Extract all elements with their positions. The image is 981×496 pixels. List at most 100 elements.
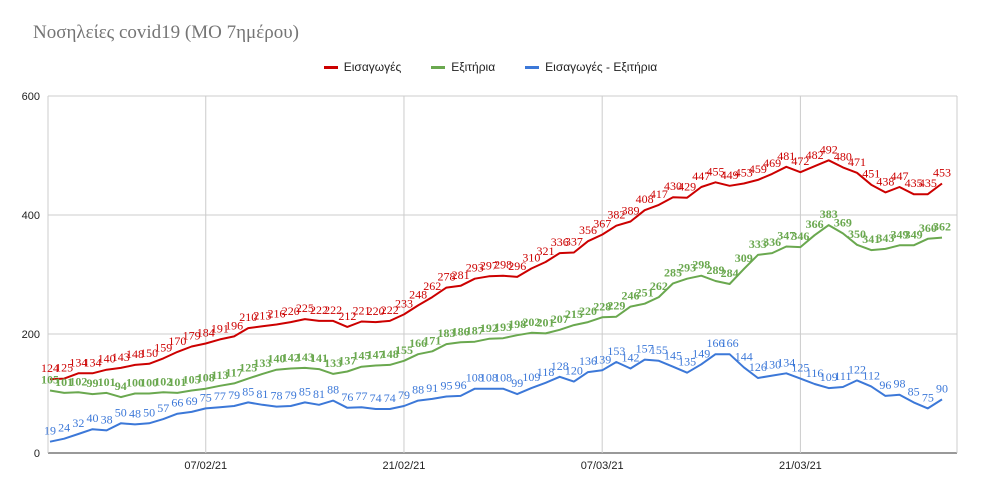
data-label: 136: [579, 354, 597, 368]
data-label: 135: [678, 355, 696, 369]
data-label: 118: [537, 365, 555, 379]
data-label: 472: [791, 154, 809, 168]
y-tick-label: 200: [22, 329, 40, 341]
data-label: 356: [579, 223, 597, 237]
data-label: 447: [692, 169, 710, 183]
x-tick-label: 07/02/21: [184, 460, 227, 472]
data-label: 108: [197, 371, 215, 385]
data-label: 74: [370, 391, 382, 405]
data-label: 134: [777, 355, 795, 369]
data-label: 88: [327, 383, 339, 397]
data-label: 101: [168, 375, 186, 389]
data-label: 222: [310, 303, 328, 317]
data-label: 469: [763, 156, 781, 170]
data-label: 113: [211, 368, 228, 382]
data-label: 85: [242, 384, 254, 398]
data-label: 293: [466, 261, 484, 275]
legend-swatch: [323, 65, 338, 69]
data-label: 201: [537, 315, 555, 329]
data-label: 262: [423, 279, 441, 293]
data-label: 77: [355, 389, 367, 403]
data-label: 40: [86, 411, 98, 425]
data-label: 251: [636, 286, 654, 300]
data-label: 233: [395, 296, 413, 310]
data-label: 143: [296, 350, 314, 364]
data-label: 360: [919, 221, 937, 235]
data-label: 79: [398, 388, 410, 402]
data-label: 346: [791, 229, 809, 243]
data-label: 66: [171, 396, 183, 410]
legend-item: Εξιτήρια: [431, 60, 495, 74]
data-label: 281: [452, 268, 470, 282]
legend-label: Εισαγωγές - Εξιτήρια: [545, 60, 658, 74]
data-label: 116: [806, 366, 824, 380]
data-label: 100: [140, 376, 158, 390]
data-label: 81: [256, 387, 268, 401]
legend-label: Εξιτήρια: [451, 60, 496, 74]
data-label: 296: [508, 259, 526, 273]
data-label: 166: [721, 336, 739, 350]
data-label: 309: [735, 251, 753, 265]
data-label: 170: [168, 334, 186, 348]
data-label: 184: [197, 326, 215, 340]
data-label: 153: [607, 344, 625, 358]
data-label: 430: [664, 179, 682, 193]
data-label: 228: [593, 299, 611, 313]
data-label: 246: [622, 289, 640, 303]
data-label: 367: [593, 217, 611, 231]
data-label: 343: [876, 231, 894, 245]
data-label: 383: [820, 207, 838, 221]
data-label: 102: [154, 374, 172, 388]
data-label: 212: [338, 309, 356, 323]
chart-legend: Εισαγωγές Εξιτήρια Εισαγωγές - Εξιτήρια: [0, 60, 981, 74]
data-label: 102: [69, 374, 87, 388]
data-label: 451: [862, 167, 880, 181]
data-label: 108: [466, 371, 484, 385]
data-label: 96: [455, 378, 467, 392]
data-label: 109: [820, 370, 838, 384]
data-label: 88: [412, 383, 424, 397]
data-label: 155: [650, 343, 668, 357]
data-label: 79: [228, 388, 240, 402]
data-label: 449: [721, 168, 739, 182]
data-label: 192: [480, 321, 498, 335]
data-label: 220: [282, 304, 300, 318]
data-label: 24: [58, 421, 70, 435]
data-label: 112: [862, 368, 880, 382]
data-label: 133: [253, 356, 271, 370]
data-label: 347: [777, 229, 795, 243]
data-label: 455: [706, 164, 724, 178]
chart-title: Νοσηλείες covid19 (ΜΟ 7ημέρου): [33, 22, 299, 43]
data-label: 32: [72, 416, 84, 430]
data-label: 207: [551, 312, 569, 326]
data-label: 109: [522, 370, 540, 384]
data-label: 297: [480, 258, 498, 272]
data-label: 147: [367, 348, 385, 362]
data-label: 453: [735, 165, 753, 179]
data-label: 38: [101, 412, 113, 426]
data-label: 389: [622, 204, 640, 218]
data-label: 213: [253, 308, 271, 322]
data-label: 229: [607, 299, 625, 313]
data-label: 148: [381, 347, 399, 361]
y-tick-label: 400: [22, 210, 40, 222]
data-label: 349: [905, 227, 923, 241]
data-label: 438: [876, 174, 894, 188]
data-label: 50: [115, 405, 127, 419]
data-label: 453: [933, 165, 951, 179]
data-label: 111: [834, 369, 851, 383]
data-label: 140: [98, 352, 116, 366]
data-label: 337: [565, 234, 583, 248]
data-label: 145: [352, 349, 370, 363]
data-label: 284: [721, 266, 739, 280]
x-tick-label: 21/02/21: [383, 460, 426, 472]
data-label: 74: [384, 391, 396, 405]
data-label: 149: [692, 346, 710, 360]
data-label: 408: [636, 192, 654, 206]
data-label: 179: [183, 328, 201, 342]
legend-label: Εισαγωγές: [343, 60, 402, 74]
data-label: 220: [579, 304, 597, 318]
data-label: 310: [522, 251, 540, 265]
data-label: 166: [409, 336, 427, 350]
data-label: 134: [83, 355, 101, 369]
